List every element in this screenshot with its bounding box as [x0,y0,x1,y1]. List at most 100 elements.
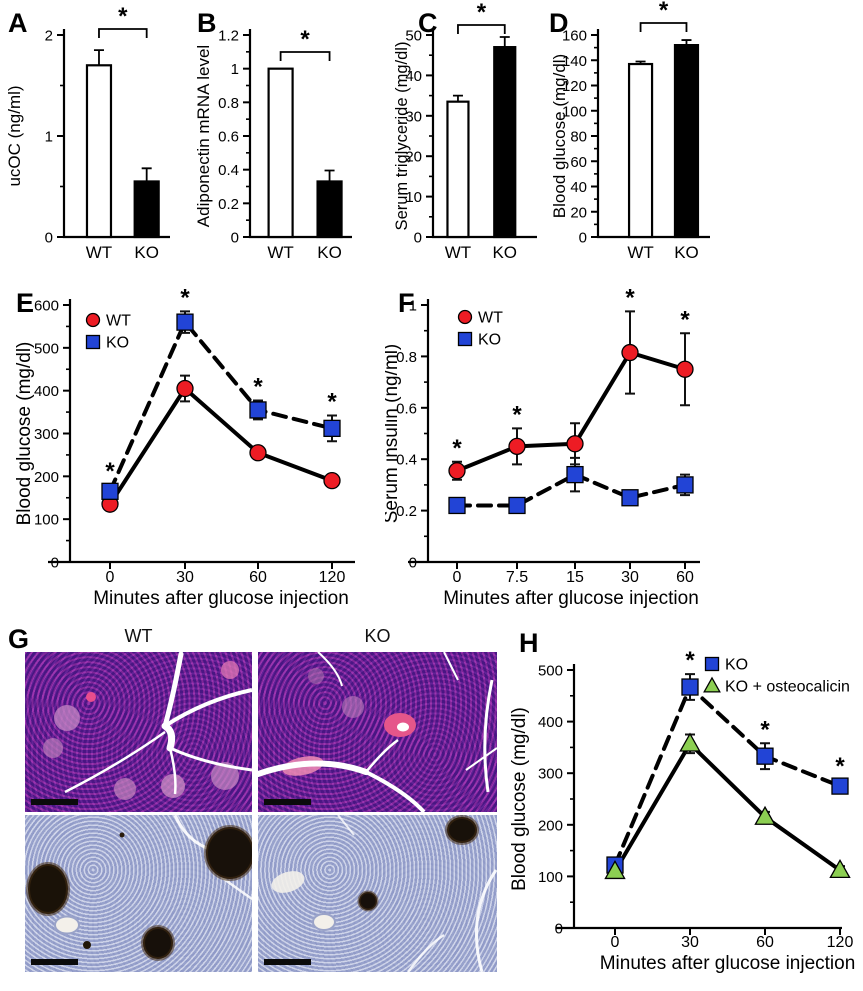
marker-KO-3 [621,489,639,507]
x-tick-label: 0 [611,934,620,951]
y-tick-label: 1.2 [218,28,239,45]
panel-b-svg: 0 0.2 0.4 0.6 0.8 1 1.2 Adiponectin mRNA level W… [194,8,352,262]
y-axis-label: Adiponectin mRNA level [195,45,213,227]
y-tick-label: 0.8 [396,349,417,366]
y-tick-label: 80 [570,129,587,146]
x-tick-label: 0 [106,569,115,586]
y-axis-label: Blood glucose (mg/dl) [14,342,35,526]
y-tick-label: 120 [562,78,587,95]
bar-wt [446,100,470,239]
y-tick-label: 200 [34,469,59,486]
panel-d-svg: 0 20 40 60 80 100 120 140 160 Blood glucose (mg/d… [549,0,710,262]
panel-h-svg: 0 100 200 300 400 500 Blood glucose (mg/dl) 0 30… [509,628,855,974]
y-tick-label: 0 [231,230,239,247]
y-tick-label: 20 [405,149,422,166]
x-tick-label: 30 [681,934,699,951]
panel-a-bar-chart: 0 1 2 ucOC (ng/ml) WT KO * A [0,0,195,274]
significance-bracket [279,51,331,61]
y-axis-label: Blood glucose (mg/dl) [550,54,569,218]
micrograph-he-wt [25,652,252,812]
marker-KO-2 [756,747,774,765]
y-tick-label: 40 [570,179,587,196]
x-tick-label: 15 [566,569,584,586]
y-axis-label: Blood glucose (mg/dl) [510,707,530,891]
error-bar [93,49,104,66]
y-tick-label: 10 [405,189,422,206]
significance-bracket [457,24,506,34]
x-tick-label: 120 [827,934,854,951]
significance-asterisk: * [180,284,190,311]
axes [556,664,842,930]
y-tick-label: 300 [538,766,563,783]
significance-asterisk: * [685,647,695,674]
significance-asterisk: * [118,3,128,30]
x-axis-label: Minutes after glucose injection [443,588,699,609]
panel-label: H [519,628,539,658]
x-category-label: WT [267,243,293,262]
y-tick-label: 500 [538,663,563,680]
marker-KO-1 [508,496,526,515]
y-tick-label: 60 [570,154,587,171]
panel-e-line-chart: 0 100 200 300 400 500 600 Blood glucose (mg/dl)… [10,280,385,612]
marker-KO + osteocalicin-3 [829,858,851,879]
micrograph-he-ko [258,652,497,812]
bar-ko [493,46,517,239]
y-tick-label: 0 [51,555,59,572]
significance-asterisk: * [835,753,845,780]
y-tick-label: 30 [405,108,422,125]
marker-KO-0 [101,482,119,500]
series-line-WT [455,350,687,473]
y-tick-label: 0.8 [218,95,239,112]
panel-d-bar-chart: 0 20 40 60 80 100 120 140 160 Blood glucose (mg/d… [545,0,745,274]
y-tick-label: 0.2 [396,503,417,520]
x-tick-label: 120 [319,569,346,586]
error-bar [681,39,692,46]
x-axis-label: Minutes after glucose injection [93,588,349,609]
scale-bar [31,959,78,965]
marker-KO-1 [176,313,194,331]
panel-f-svg: 0 0.2 0.4 0.6 0.8 1 Serum insulin (ng/ml) 0 7.5 1… [381,284,700,609]
bar-ko [673,43,700,239]
significance-asterisk: * [253,374,263,401]
marker-KO-3 [323,419,341,438]
x-tick-label: 0 [453,569,462,586]
legend-label: WT [478,310,503,327]
y-tick-label: 1 [45,129,53,146]
legend-marker-circle [85,312,101,328]
marker-KO-0 [448,496,466,515]
y-tick-label: 300 [34,426,59,443]
panel-g-micrographs: G WT KO [0,618,510,991]
y-tick-label: 0 [579,230,587,247]
micrograph-stain-ko [258,815,497,972]
scale-bar [264,959,311,965]
series-line-KO + osteocalicin [613,741,842,874]
panel-label: F [398,288,415,318]
error-bar [635,60,646,65]
marker-KO-1 [681,678,699,696]
error-bar [324,169,335,182]
significance-asterisk: * [105,458,115,485]
panel-h-line-chart: 0 100 200 300 400 500 Blood glucose (mg/dl) 0 30… [509,618,863,991]
marker-WT-3 [621,343,639,362]
marker-KO-2 [249,401,267,419]
x-category-label: KO [674,243,699,262]
y-tick-label: 0.6 [218,129,239,146]
x-category-label: WT [627,243,653,262]
legend-label: KO [725,657,748,674]
marker-WT-3 [323,471,341,490]
significance-asterisk: * [477,0,487,26]
x-tick-label: 30 [176,569,194,586]
y-tick-label: 40 [405,68,422,85]
marker-WT-4 [676,360,694,378]
significance-asterisk: * [760,716,770,743]
panel-a-svg: 0 1 2 ucOC (ng/ml) WT KO * A [5,3,170,262]
legend-label: KO [106,335,129,352]
y-tick-label: 140 [562,53,587,70]
panel-f-line-chart: 0 0.2 0.4 0.6 0.8 1 Serum insulin (ng/ml) 0 7.5 1… [381,280,863,612]
bar-wt [85,64,113,239]
marker-KO-3 [831,777,849,795]
marker-WT-2 [566,435,584,453]
y-tick-label: 0.6 [396,400,417,417]
